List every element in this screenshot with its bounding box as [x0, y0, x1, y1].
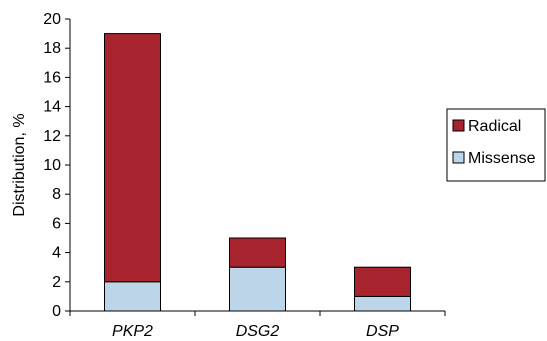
y-tick-label: 12 — [43, 128, 61, 145]
bar-dsg2-radical — [229, 237, 286, 268]
y-tick-label: 16 — [43, 69, 61, 86]
bar-dsp-radical — [354, 266, 411, 297]
y-tick-label: 2 — [52, 274, 61, 291]
y-tick-label: 8 — [52, 186, 61, 203]
x-labels-group: PKP2 DSG2 DSP — [69, 311, 446, 340]
y-tick-label: 6 — [52, 215, 61, 232]
legend-swatch-radical — [452, 119, 465, 132]
legend-box — [446, 108, 546, 182]
bar-dsp-missense — [354, 295, 411, 312]
x-tick-label-dsg2: DSG2 — [236, 323, 280, 340]
y-tick-label: 20 — [43, 11, 61, 28]
y-ticks-group: 0 2 4 6 8 10 12 14 16 18 20 — [43, 11, 70, 320]
bars-group — [104, 33, 411, 312]
y-tick-label: 14 — [43, 99, 61, 116]
bar-pkp2-missense — [104, 281, 161, 312]
x-tick-label-pkp2: PKP2 — [112, 323, 153, 340]
x-tick-label-dsp: DSP — [366, 323, 399, 340]
y-tick-label: 10 — [43, 157, 61, 174]
y-tick-label: 0 — [52, 303, 61, 320]
bar-pkp2-radical — [104, 33, 161, 283]
legend-label-missense: Missense — [468, 150, 536, 167]
legend-swatch-missense — [452, 151, 465, 164]
bar-dsg2-missense — [229, 266, 286, 312]
y-axis-title: Distribution, % — [11, 113, 28, 216]
legend: Radical Missense — [446, 108, 546, 182]
y-tick-label: 4 — [52, 245, 61, 262]
legend-label-radical: Radical — [468, 118, 521, 135]
y-tick-label: 18 — [43, 40, 61, 57]
